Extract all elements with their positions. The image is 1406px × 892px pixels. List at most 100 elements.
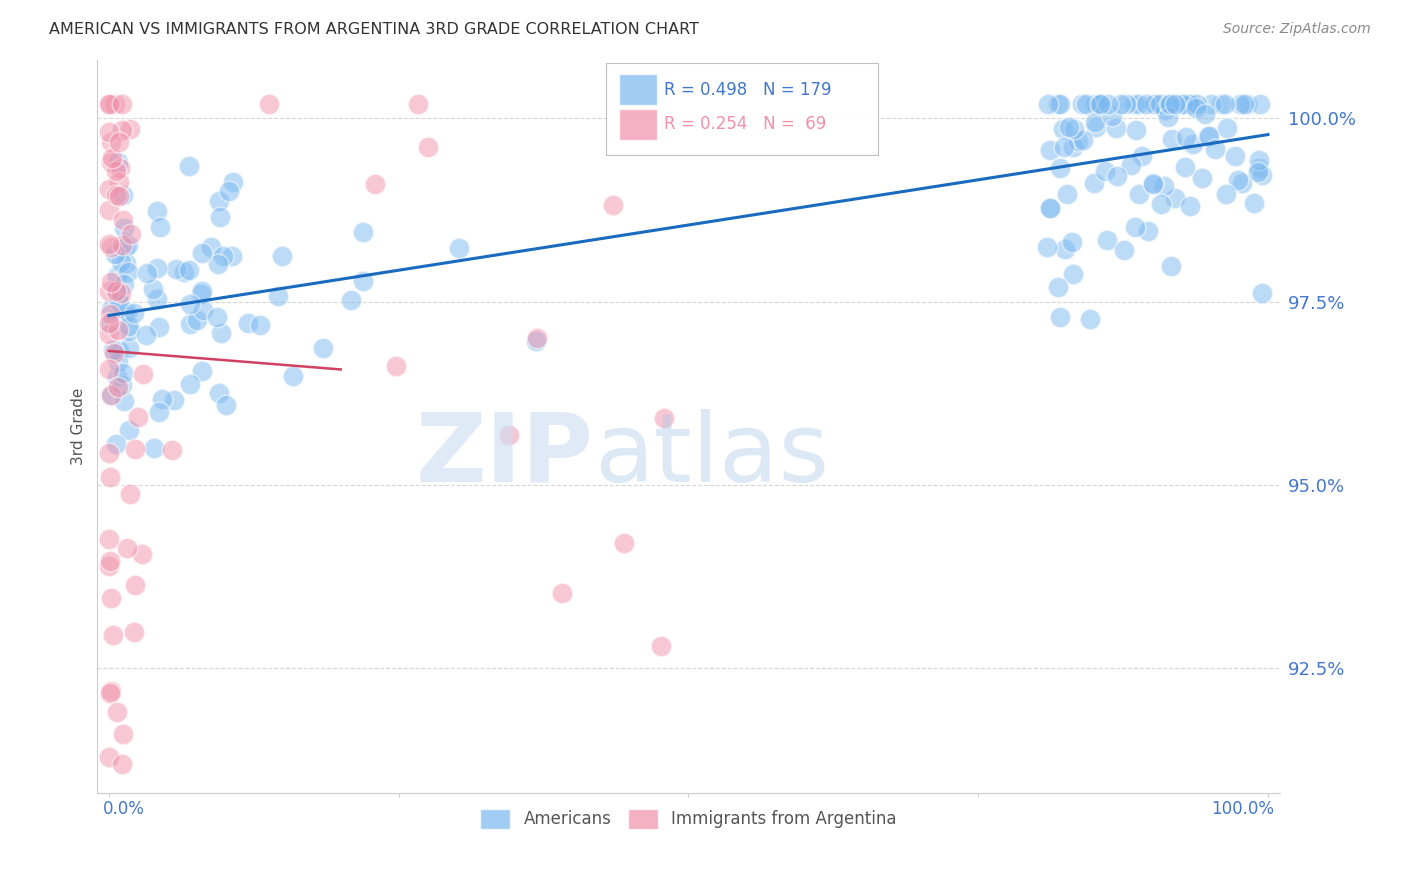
Point [98, 237, 121, 252]
Point [1181, 96, 1204, 111]
Point [108, 189, 131, 203]
Point [108, 161, 131, 175]
Point [1039, 202, 1062, 216]
Point [211, 249, 233, 263]
Point [1159, 96, 1181, 111]
Point [602, 198, 624, 212]
Point [1063, 121, 1085, 136]
Point [105, 164, 128, 178]
Point [191, 364, 214, 378]
Point [100, 317, 122, 331]
Point [1105, 120, 1128, 135]
Point [1157, 96, 1180, 111]
Text: atlas: atlas [593, 409, 830, 502]
Point [98, 750, 121, 764]
Point [1053, 242, 1076, 256]
Text: R = 0.254   N =  69: R = 0.254 N = 69 [664, 115, 825, 133]
Point [1197, 128, 1219, 143]
Point [1097, 96, 1119, 111]
Point [98, 96, 121, 111]
Point [1070, 96, 1092, 111]
Point [118, 121, 141, 136]
Text: 0.0%: 0.0% [103, 800, 145, 818]
Point [236, 316, 259, 330]
Point [98, 284, 121, 298]
Point [148, 405, 170, 419]
Point [1173, 96, 1195, 111]
Point [1084, 115, 1107, 129]
Point [1123, 219, 1146, 234]
Point [408, 96, 430, 111]
Point [124, 578, 146, 592]
Point [110, 756, 132, 771]
Point [110, 123, 132, 137]
Point [1125, 123, 1147, 137]
Point [115, 256, 138, 270]
Point [173, 265, 195, 279]
Point [105, 282, 128, 296]
Point [1137, 224, 1160, 238]
Point [103, 343, 125, 357]
Point [1178, 96, 1201, 111]
Point [1059, 120, 1081, 135]
Point [1090, 96, 1112, 111]
Point [100, 684, 122, 698]
Point [1174, 129, 1197, 144]
Point [1198, 129, 1220, 144]
Point [281, 369, 304, 384]
Point [1204, 142, 1226, 156]
Point [1067, 134, 1090, 148]
Point [118, 324, 141, 338]
Point [1164, 191, 1187, 205]
Point [200, 240, 222, 254]
Point [1209, 96, 1232, 111]
Point [1225, 149, 1247, 163]
Point [1121, 158, 1143, 172]
Point [100, 301, 122, 316]
Point [100, 240, 122, 254]
Point [385, 359, 408, 374]
Y-axis label: 3rd Grade: 3rd Grade [72, 387, 86, 465]
Point [1170, 96, 1192, 111]
Point [100, 591, 122, 606]
Point [1174, 161, 1197, 175]
Point [1056, 186, 1078, 201]
Point [190, 287, 212, 301]
Point [98, 470, 121, 484]
Point [1062, 140, 1084, 154]
Point [1039, 201, 1062, 215]
Point [1095, 233, 1118, 247]
Point [416, 140, 439, 154]
Point [1052, 122, 1074, 136]
Point [259, 96, 281, 111]
Point [1247, 165, 1270, 179]
Point [111, 213, 134, 227]
Point [114, 240, 136, 254]
Point [1101, 109, 1123, 123]
Point [1038, 96, 1060, 111]
Text: 100.0%: 100.0% [1211, 800, 1274, 818]
Point [118, 319, 141, 334]
Point [1122, 96, 1144, 111]
Point [186, 313, 208, 327]
Point [1090, 96, 1112, 111]
Point [105, 269, 128, 284]
Point [124, 306, 146, 320]
Point [208, 194, 231, 209]
Point [1194, 107, 1216, 121]
Point [100, 275, 122, 289]
Point [340, 293, 363, 308]
Point [118, 487, 141, 501]
Point [1132, 149, 1154, 163]
Point [1229, 96, 1251, 111]
Point [98, 686, 121, 700]
Point [105, 437, 128, 451]
Point [100, 135, 122, 149]
Point [1049, 161, 1071, 175]
Point [1083, 176, 1105, 190]
Point [613, 536, 636, 550]
Point [1216, 120, 1239, 135]
Point [1233, 96, 1256, 111]
Point [98, 554, 121, 568]
Point [1249, 153, 1271, 168]
